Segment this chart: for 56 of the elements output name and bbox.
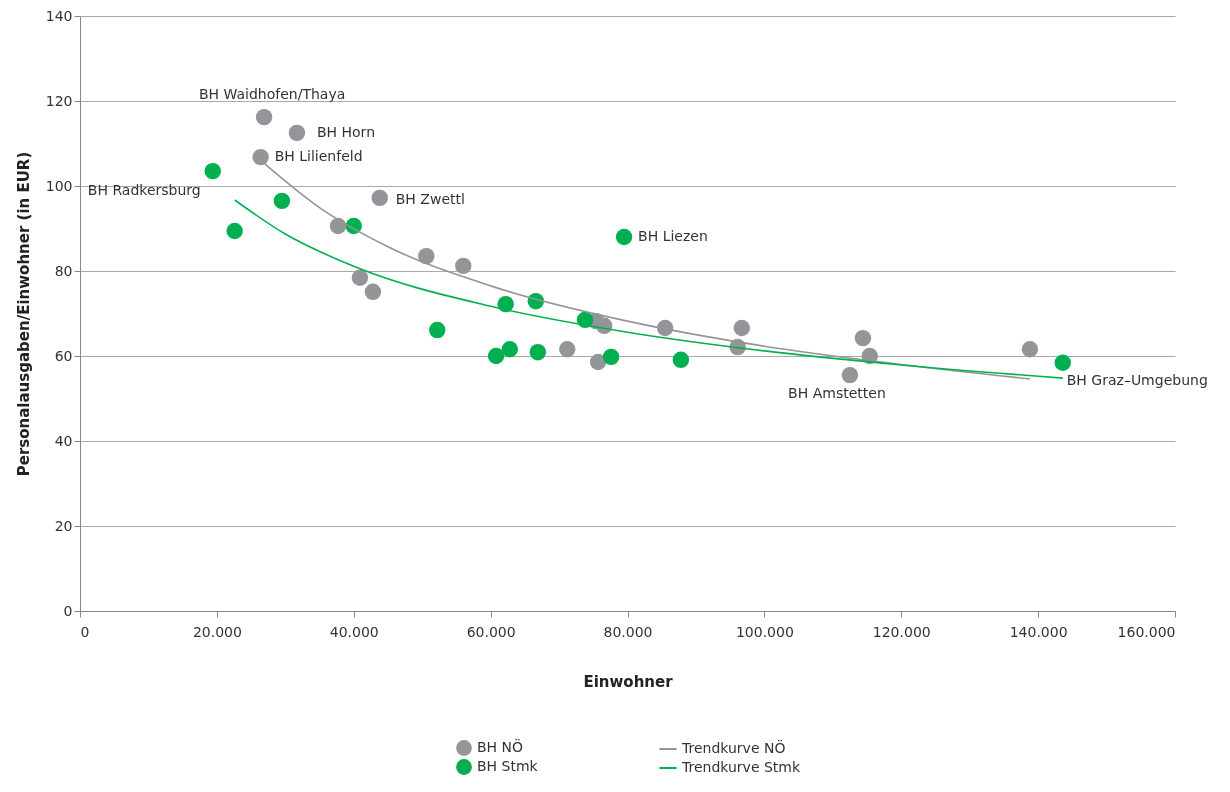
point [364, 283, 382, 301]
annotation: BH Lilienfeld [274, 148, 363, 165]
point [854, 329, 872, 347]
point [733, 319, 751, 337]
point [252, 148, 269, 166]
annotation: BH Graz–Umgebung [1066, 371, 1208, 388]
x-tick-label: 0 [80, 623, 90, 640]
annotation: BH Horn [316, 123, 376, 140]
y-tick-label: 40 [54, 432, 73, 449]
legend-label: BH Stmk [477, 758, 539, 774]
x-tick-label: 140.000 [1009, 623, 1068, 640]
legend-label: Trendkurve NÖ [681, 739, 786, 756]
point [255, 108, 273, 126]
x-axis-title: Einwohner [583, 672, 674, 691]
point [559, 341, 576, 358]
point [288, 124, 306, 142]
y-tick-label: 140 [45, 7, 73, 24]
y-tick-label: 100 [45, 177, 73, 194]
point [1021, 341, 1039, 358]
point [455, 257, 472, 275]
point [589, 353, 607, 371]
legend-label: BH NÖ [477, 738, 524, 755]
point [672, 351, 690, 369]
annotation: BH Zwettl [395, 190, 465, 207]
point [204, 162, 221, 180]
legend-label: Trendkurve Stmk [681, 759, 801, 775]
x-tick-label: 100.000 [735, 623, 794, 640]
x-tick-label: 160.000 [1117, 623, 1176, 640]
y-tick-label: 120 [45, 92, 73, 109]
annotation: BH Liezen [638, 228, 708, 244]
x-tick-label: 80.000 [603, 623, 653, 640]
y-tick-label: 60 [54, 347, 73, 364]
point [501, 341, 518, 358]
point [429, 321, 446, 339]
point [615, 228, 633, 246]
annotation: BH Waidhofen/Thaya [198, 86, 346, 103]
point [351, 269, 369, 286]
point [226, 222, 243, 240]
y-axis-title: Personalausgaben/Einwohner (in EUR) [14, 151, 33, 477]
point [841, 366, 859, 384]
x-tick-label: 20.000 [192, 623, 242, 640]
point [371, 189, 388, 207]
point [529, 343, 547, 361]
point [273, 192, 291, 210]
point [1054, 354, 1071, 371]
x-tick-label: 40.000 [329, 623, 379, 640]
x-tick-label: 60.000 [466, 623, 516, 640]
point [602, 348, 620, 366]
annotation: BH Radkersburg [87, 182, 201, 199]
y-tick-label: 0 [63, 602, 73, 619]
annotation: BH Amstetten [788, 385, 886, 402]
point [487, 347, 505, 365]
y-tick-label: 20 [54, 517, 73, 534]
y-tick-label: 80 [54, 262, 73, 279]
x-tick-label: 120.000 [872, 623, 931, 640]
point [418, 247, 435, 265]
